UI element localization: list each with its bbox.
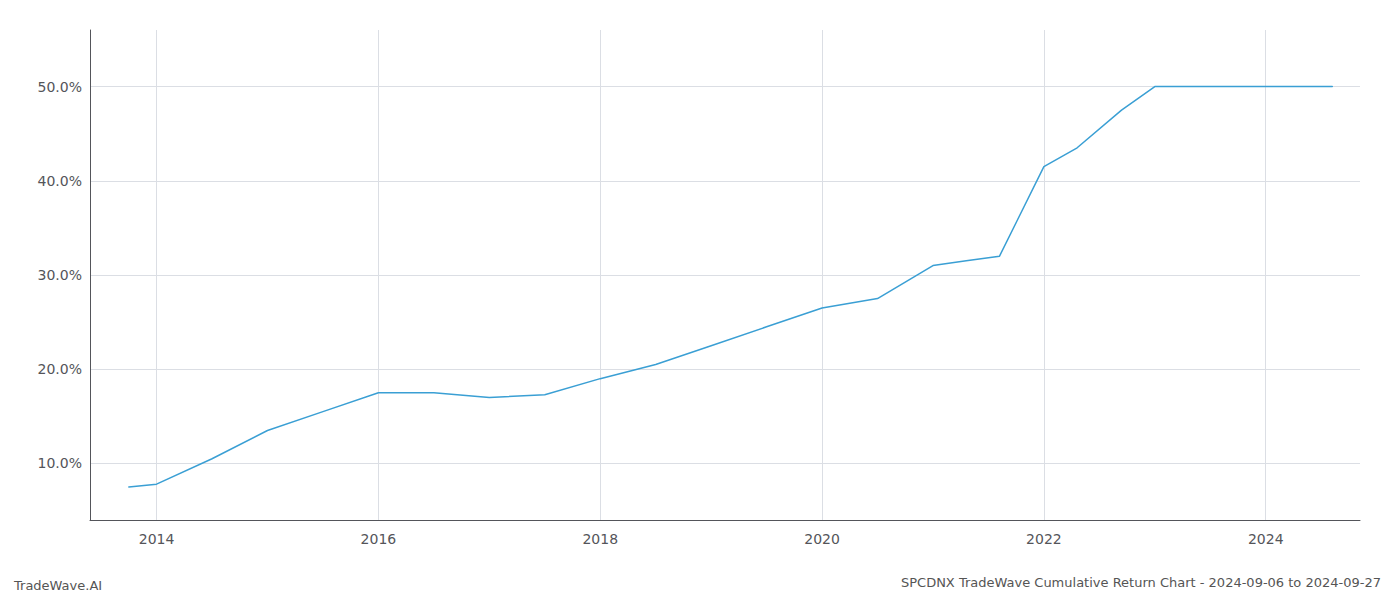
svg-text:50.0%: 50.0% <box>38 79 82 95</box>
svg-text:2024: 2024 <box>1248 531 1284 547</box>
svg-text:2022: 2022 <box>1026 531 1062 547</box>
svg-text:30.0%: 30.0% <box>38 267 82 283</box>
svg-text:SPCDNX TradeWave Cumulative Re: SPCDNX TradeWave Cumulative Return Chart… <box>901 575 1381 590</box>
svg-text:TradeWave.AI: TradeWave.AI <box>13 578 102 593</box>
svg-text:2014: 2014 <box>139 531 175 547</box>
svg-text:2016: 2016 <box>361 531 397 547</box>
svg-text:2018: 2018 <box>582 531 618 547</box>
svg-text:2020: 2020 <box>804 531 840 547</box>
svg-text:20.0%: 20.0% <box>38 361 82 377</box>
svg-text:40.0%: 40.0% <box>38 173 82 189</box>
svg-text:10.0%: 10.0% <box>38 455 82 471</box>
